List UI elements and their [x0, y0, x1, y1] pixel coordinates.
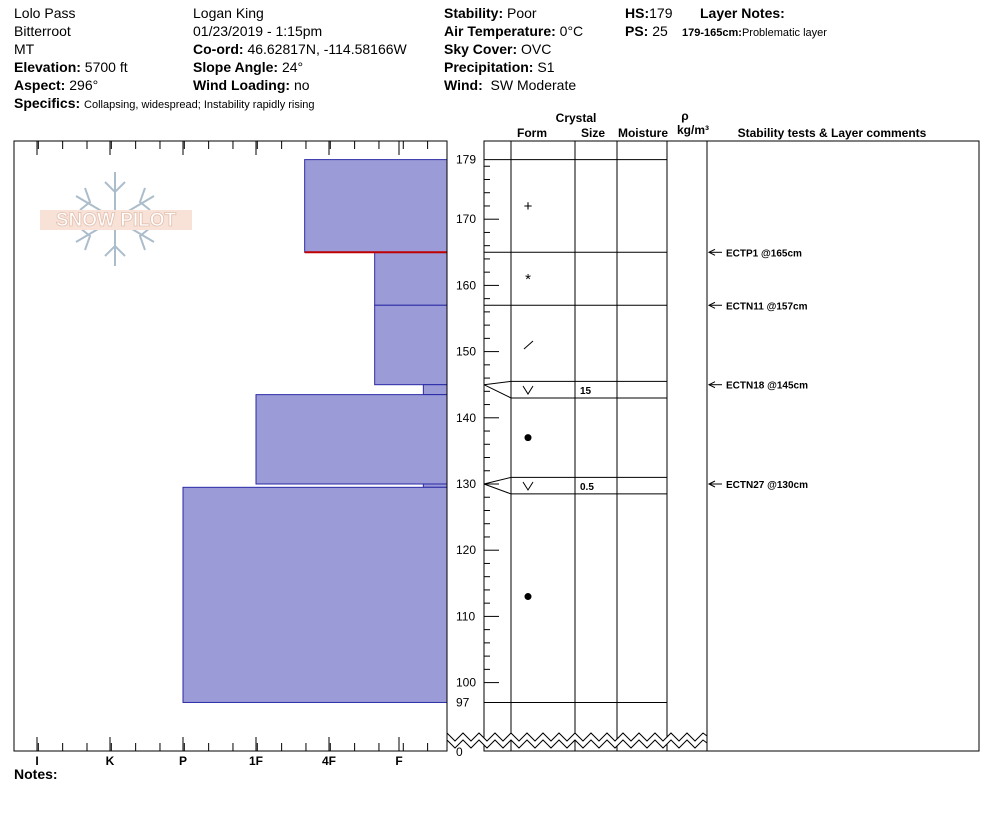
stability: Stability: Poor	[444, 5, 537, 21]
hardness-label: K	[106, 754, 115, 768]
layer-note-entry: 179-165cm:Problematic layer	[682, 22, 827, 42]
depth-zero-label: 0	[456, 745, 463, 759]
slope-angle: Slope Angle: 24°	[193, 59, 304, 75]
grain-round-symbol	[524, 593, 532, 601]
depth-label: 110	[456, 609, 475, 623]
moisture-header: Moisture	[618, 126, 668, 140]
grain-depth-hoar-symbol	[522, 481, 534, 491]
snow-depth-info: HS:179 PS: 25	[625, 4, 672, 40]
layer-boundary	[483, 483, 667, 495]
density-unit: kg/m³	[677, 123, 709, 137]
layer-boundary	[483, 476, 667, 485]
stability-test-label: ECTN18 @145cm	[726, 381, 808, 392]
stability-test-label: ECTP1 @165cm	[726, 248, 802, 259]
stability-test-arrowhead	[707, 480, 716, 488]
hardness-label: P	[179, 754, 187, 768]
snowpilot-logo: SNOW PILOT	[40, 172, 192, 266]
location-name: Lolo Pass	[14, 5, 76, 21]
observation-datetime: 01/23/2019 - 1:15pm	[193, 23, 323, 39]
layer-notes: Layer Notes:	[700, 4, 785, 22]
stability-test-arrowhead	[707, 301, 716, 309]
depth-label: 150	[456, 345, 476, 359]
stability-tests: ECTP1 @165cm ECTN11 @157cm ECTN18 @145cm EC…	[707, 248, 808, 491]
grain-faceted-symbol	[523, 340, 534, 350]
stability-test-arrowhead	[707, 248, 716, 256]
hardness-label: I	[35, 754, 38, 768]
state: MT	[14, 41, 35, 57]
depth-top-label: 179	[456, 153, 476, 167]
weather-info: Stability: Poor Air Temperature: 0°C Sky…	[444, 4, 583, 94]
elevation: Elevation: 5700 ft	[14, 59, 128, 75]
hardness-label: 4F	[322, 754, 336, 768]
layer-note-text: Problematic layer	[741, 27, 827, 39]
grain-depth-hoar-symbol	[522, 385, 534, 395]
hardness-axis: I K P 1F 4F F	[13, 141, 429, 768]
grain-form-symbol: *	[525, 271, 531, 288]
depth-label: 160	[456, 278, 476, 292]
depth-label: 130	[456, 477, 476, 491]
hardness-label: 1F	[249, 754, 263, 768]
density-symbol: ρ	[681, 109, 688, 123]
specifics: Specifics: Collapsing, widespread; Insta…	[14, 95, 315, 111]
location-info: Lolo Pass Bitterroot MT Elevation: 5700 …	[14, 4, 315, 114]
grain-size-value: 0.5	[580, 482, 594, 493]
grain-sizes: 150.5	[580, 386, 594, 493]
depth-label: 120	[456, 543, 476, 557]
hardness-bar	[304, 159, 448, 253]
grain-size-value: 15	[580, 386, 592, 397]
wind: Wind: SW Moderate	[444, 77, 577, 93]
ps: PS: 25	[625, 23, 668, 39]
sky-cover: Sky Cover: OVC	[444, 41, 552, 57]
layer-notes-label: Layer Notes:	[700, 5, 785, 21]
hardness-bar	[374, 304, 448, 386]
notes-label: Notes:	[14, 766, 58, 782]
logo-text: SNOW PILOT	[56, 210, 177, 231]
axis-break	[446, 731, 708, 749]
hardness-label: F	[395, 754, 402, 768]
hardness-bars	[182, 159, 448, 703]
layer-lines	[483, 159, 667, 703]
wind-loading: Wind Loading: no	[193, 77, 310, 93]
mountain-range: Bitterroot	[14, 23, 71, 39]
air-temperature: Air Temperature: 0°C	[444, 23, 584, 39]
stability-test-label: ECTN11 @157cm	[726, 301, 808, 312]
layer-table-frame	[483, 140, 980, 752]
precipitation: Precipitation: S1	[444, 59, 555, 75]
grain-form-symbol: +	[524, 198, 533, 215]
aspect: Aspect: 296°	[14, 77, 99, 93]
stability-test-arrowhead	[707, 381, 716, 389]
hardness-bar	[422, 384, 448, 396]
form-header: Form	[517, 126, 547, 140]
coordinates: Co-ord: 46.62817N, -114.58166W	[193, 41, 407, 57]
depth-axis: 100 110 120 130 140 150 160 170 179 97 0	[456, 141, 499, 759]
hardness-bar	[255, 394, 448, 485]
observer-name: Logan King	[193, 5, 264, 21]
hardness-bar	[182, 486, 448, 703]
crystal-header: Crystal	[556, 111, 597, 125]
hs: HS:179	[625, 5, 673, 21]
hardness-plot-frame	[13, 140, 448, 752]
layer-note-range: 179-165cm:	[682, 27, 742, 39]
grain-round-symbol	[524, 434, 532, 442]
stability-header: Stability tests & Layer comments	[738, 126, 927, 140]
depth-bottom-label: 97	[456, 695, 470, 709]
depth-label: 100	[456, 676, 476, 690]
depth-label: 140	[456, 411, 476, 425]
hardness-bar	[374, 251, 448, 306]
depth-label: 170	[456, 212, 476, 226]
observer-info: Logan King 01/23/2019 - 1:15pm Co-ord: 4…	[193, 4, 407, 94]
layer-boundary	[483, 380, 667, 386]
layer-boundary	[483, 384, 667, 399]
grain-forms: +*	[522, 198, 534, 601]
stability-test-label: ECTN27 @130cm	[726, 480, 808, 491]
size-header: Size	[581, 126, 605, 140]
